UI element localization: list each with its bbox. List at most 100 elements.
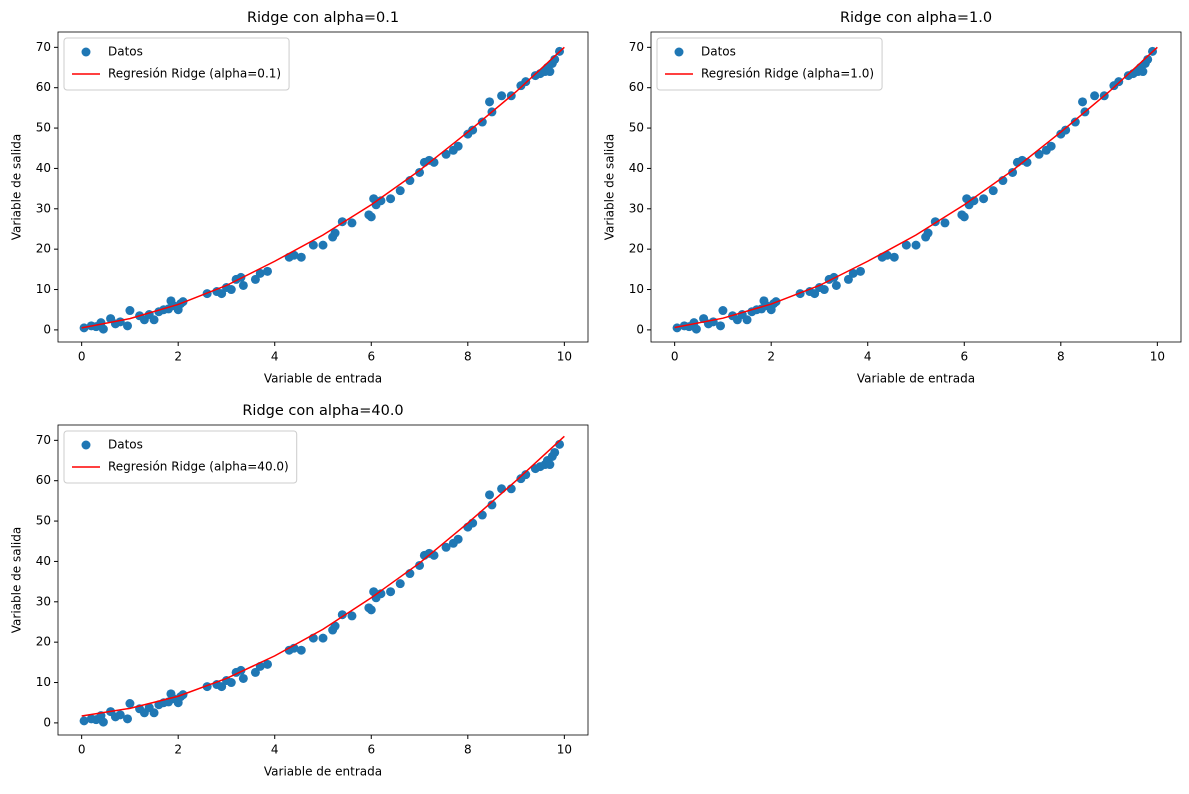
data-point — [238, 673, 248, 683]
y-tick-label: 40 — [36, 554, 51, 568]
data-point — [262, 659, 272, 669]
data-point — [441, 542, 451, 552]
x-tick-label: 0 — [78, 743, 86, 757]
x-tick-label: 2 — [174, 350, 182, 364]
y-axis-label: Variable de salida — [10, 527, 24, 633]
x-axis-label: Variable de entrada — [264, 372, 382, 386]
y-tick-label: 60 — [36, 473, 51, 487]
data-point — [819, 285, 829, 295]
data-point — [1138, 67, 1148, 77]
axes-frame — [57, 31, 589, 343]
data-point — [545, 67, 555, 77]
data-point — [453, 141, 463, 151]
data-point — [347, 218, 357, 228]
data-point — [477, 117, 487, 127]
data-point — [255, 268, 265, 278]
legend-label: Datos — [108, 45, 143, 59]
legend-swatch — [674, 47, 684, 57]
y-tick-label: 10 — [36, 675, 51, 689]
x-axis-label: Variable de entrada — [857, 372, 975, 386]
regression-line — [81, 435, 565, 717]
x-tick-label: 2 — [174, 743, 182, 757]
data-point — [366, 605, 376, 615]
data-point — [395, 579, 405, 589]
data-point — [521, 470, 531, 480]
legend: Datos Regresión Ridge (alpha=1.0) — [656, 37, 883, 91]
data-point — [889, 252, 899, 262]
data-point — [969, 196, 979, 206]
y-tick-label: 30 — [36, 201, 51, 215]
data-point — [843, 274, 853, 284]
data-point — [1143, 54, 1153, 64]
data-point — [262, 266, 272, 276]
y-tick-label: 10 — [36, 282, 51, 296]
data-point — [330, 228, 340, 238]
y-tick-label: 70 — [36, 433, 51, 447]
data-point — [901, 240, 911, 250]
data-point — [347, 611, 357, 621]
data-point — [848, 268, 858, 278]
data-point — [226, 678, 236, 688]
data-point — [485, 490, 495, 500]
data-point — [250, 274, 260, 284]
chart-title: Ridge con alpha=1.0 — [840, 10, 992, 26]
data-point — [330, 621, 340, 631]
data-point — [1114, 77, 1124, 87]
x-tick-label: 6 — [367, 350, 375, 364]
legend-swatch — [81, 440, 91, 450]
data-point — [810, 289, 820, 299]
data-point — [429, 550, 439, 560]
y-tick-label: 30 — [629, 201, 644, 215]
x-tick-label: 8 — [464, 350, 472, 364]
data-point — [497, 91, 507, 101]
legend-swatch — [81, 47, 91, 57]
axes-frame — [650, 31, 1182, 343]
data-point — [149, 315, 159, 325]
data-point — [487, 500, 497, 510]
data-point — [1090, 91, 1100, 101]
data-point — [468, 518, 478, 528]
data-point — [123, 714, 133, 724]
data-point — [98, 717, 108, 727]
legend-frame — [63, 37, 290, 91]
legend-frame — [656, 37, 883, 91]
chart-title: Ridge con alpha=40.0 — [242, 403, 403, 419]
legend: Datos Regresión Ridge (alpha=0.1) — [63, 37, 290, 91]
y-tick-label: 10 — [629, 282, 644, 296]
y-tick-label: 50 — [36, 121, 51, 135]
data-point — [376, 196, 386, 206]
data-point — [415, 167, 425, 177]
y-tick-label: 20 — [36, 242, 51, 256]
x-tick-label: 6 — [960, 350, 968, 364]
data-point — [940, 218, 950, 228]
data-point — [366, 212, 376, 222]
x-tick-label: 10 — [557, 350, 572, 364]
data-point — [386, 194, 396, 204]
data-point — [226, 285, 236, 295]
y-tick-label: 50 — [629, 121, 644, 135]
legend-label: Datos — [108, 438, 143, 452]
data-point — [691, 324, 701, 334]
data-point — [98, 324, 108, 334]
legend-label: Datos — [701, 45, 736, 59]
data-point — [149, 708, 159, 718]
y-tick-label: 20 — [629, 242, 644, 256]
y-tick-label: 0 — [43, 715, 51, 729]
data-point — [497, 484, 507, 494]
x-tick-label: 2 — [767, 350, 775, 364]
x-tick-label: 8 — [464, 743, 472, 757]
data-point — [923, 228, 933, 238]
data-point — [395, 186, 405, 196]
data-point — [550, 447, 560, 457]
data-point — [115, 710, 125, 720]
x-tick-label: 0 — [671, 350, 679, 364]
data-point — [979, 194, 989, 204]
legend-label: Regresión Ridge (alpha=1.0) — [701, 67, 874, 81]
data-point — [376, 589, 386, 599]
x-axis-label: Variable de entrada — [264, 765, 382, 779]
x-tick-label: 4 — [271, 350, 279, 364]
data-point — [453, 534, 463, 544]
data-point — [716, 321, 726, 331]
x-tick-label: 4 — [864, 350, 872, 364]
